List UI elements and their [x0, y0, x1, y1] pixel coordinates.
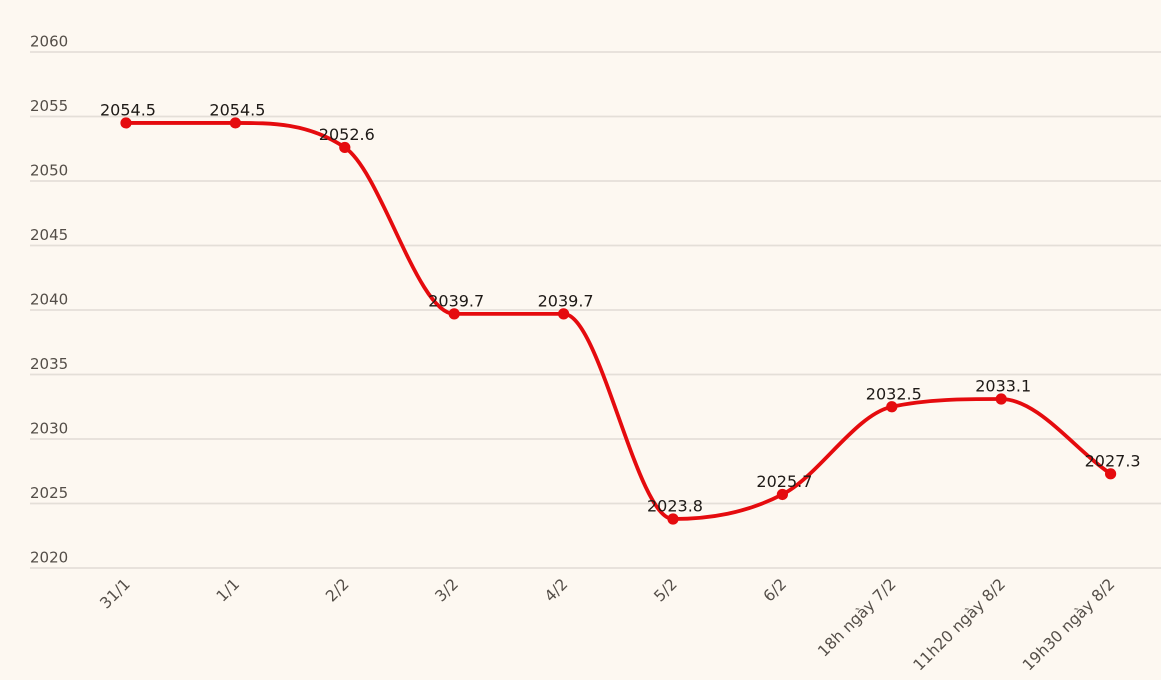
data-point-marker — [339, 141, 351, 154]
y-axis-tick-label: 2060 — [30, 33, 68, 51]
y-axis-tick-label: 2030 — [30, 420, 68, 438]
data-point-label: 2032.5 — [866, 384, 922, 403]
data-point-marker — [667, 513, 679, 525]
data-point-marker — [776, 488, 789, 501]
data-point-label: 2054.5 — [209, 100, 265, 119]
y-axis-tick-label: 2050 — [30, 162, 68, 180]
data-point-label: 2039.7 — [428, 291, 484, 310]
data-point-marker — [229, 117, 241, 129]
series-line — [124, 121, 1113, 521]
data-point-marker — [558, 308, 570, 320]
y-axis-tick-label: 2025 — [30, 484, 68, 502]
data-point-label: 2054.5 — [100, 100, 156, 119]
y-axis-tick-label: 2040 — [30, 291, 68, 309]
y-axis-tick-label: 2055 — [30, 97, 68, 115]
data-point-marker — [1105, 468, 1117, 480]
data-point-marker — [120, 117, 132, 129]
data-point-label: 2027.3 — [1085, 451, 1141, 470]
data-point-marker — [886, 401, 898, 413]
data-point-label: 2039.7 — [538, 291, 594, 310]
y-axis-tick-label: 2045 — [30, 226, 68, 244]
data-point-marker — [995, 393, 1007, 405]
data-point-label: 2023.8 — [647, 496, 703, 515]
data-point-label: 2025.7 — [756, 472, 812, 491]
y-axis-tick-label: 2035 — [30, 355, 68, 373]
data-point-label: 2033.1 — [975, 377, 1031, 396]
data-point-marker — [448, 308, 460, 320]
y-axis-tick-label: 2020 — [30, 549, 68, 567]
data-point-label: 2052.6 — [319, 125, 375, 144]
